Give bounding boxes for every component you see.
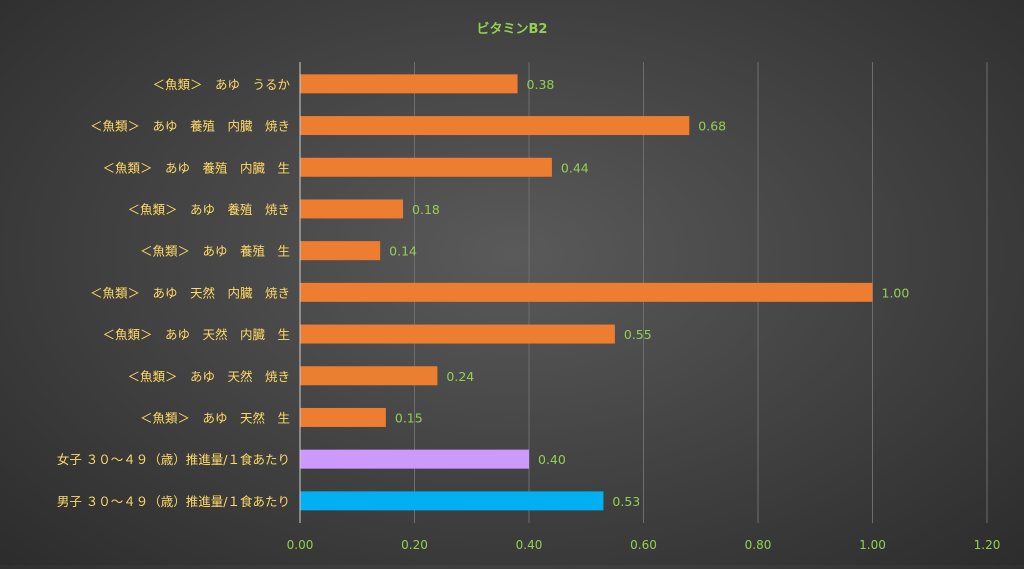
x-tick-label: 0.20 xyxy=(401,538,428,552)
x-tick-label: 0.80 xyxy=(745,538,772,552)
bar xyxy=(300,199,404,219)
chart-title: ビタミンB2 xyxy=(477,21,548,37)
bar xyxy=(300,449,529,469)
category-label: 男子 ３０～４９（歳）推進量/１食あたり xyxy=(57,494,290,509)
category-label: 女子 ３０～４９（歳）推進量/１食あたり xyxy=(57,452,290,467)
bar xyxy=(300,366,438,386)
x-tick-label: 1.20 xyxy=(974,538,1001,552)
value-label: 1.00 xyxy=(882,285,910,300)
category-label: ＜魚類＞ あゆ 天然 内臓 生 xyxy=(102,327,290,342)
category-label: ＜魚類＞ あゆ 養殖 焼き xyxy=(127,202,290,217)
x-axis-tick-labels: 0.00 0.20 0.40 0.60 0.80 1.00 1.20 xyxy=(287,538,1001,552)
x-tick-label: 0.40 xyxy=(516,538,543,552)
value-label: 0.14 xyxy=(389,244,417,259)
category-label: ＜魚類＞ あゆ 養殖 内臓 焼き xyxy=(90,119,290,134)
bars xyxy=(300,74,873,511)
value-label: 0.18 xyxy=(412,202,440,217)
bar xyxy=(300,157,552,177)
category-labels: ＜魚類＞ あゆ うるか ＜魚類＞ あゆ 養殖 内臓 焼き ＜魚類＞ あゆ 養殖 内臓… xyxy=(57,77,291,509)
value-label: 0.55 xyxy=(624,327,652,342)
value-label: 0.24 xyxy=(446,369,474,384)
category-label: ＜魚類＞ あゆ 天然 内臓 焼き xyxy=(90,285,290,300)
category-label: ＜魚類＞ あゆ うるか xyxy=(152,77,290,92)
bar xyxy=(300,324,615,344)
bar xyxy=(300,491,604,511)
value-label: 0.44 xyxy=(561,160,589,175)
category-label: ＜魚類＞ あゆ 養殖 内臓 生 xyxy=(102,160,290,175)
category-label: ＜魚類＞ あゆ 天然 生 xyxy=(140,410,290,425)
value-labels: 0.38 0.68 0.44 0.18 0.14 1.00 0.55 0.24 0.15 0.40… xyxy=(389,77,909,509)
bar xyxy=(300,241,381,261)
bar xyxy=(300,116,690,136)
x-tick-label: 1.00 xyxy=(859,538,886,552)
value-label: 0.15 xyxy=(395,410,423,425)
value-label: 0.40 xyxy=(538,452,566,467)
category-label: ＜魚類＞ あゆ 養殖 生 xyxy=(140,244,290,259)
x-tick-label: 0.00 xyxy=(287,538,314,552)
value-label: 0.68 xyxy=(698,119,726,134)
bar xyxy=(300,74,518,94)
value-label: 0.53 xyxy=(612,494,640,509)
bar xyxy=(300,407,386,427)
bar xyxy=(300,282,873,302)
value-label: 0.38 xyxy=(527,77,555,92)
x-tick-label: 0.60 xyxy=(630,538,657,552)
category-label: ＜魚類＞ あゆ 天然 焼き xyxy=(127,369,290,384)
